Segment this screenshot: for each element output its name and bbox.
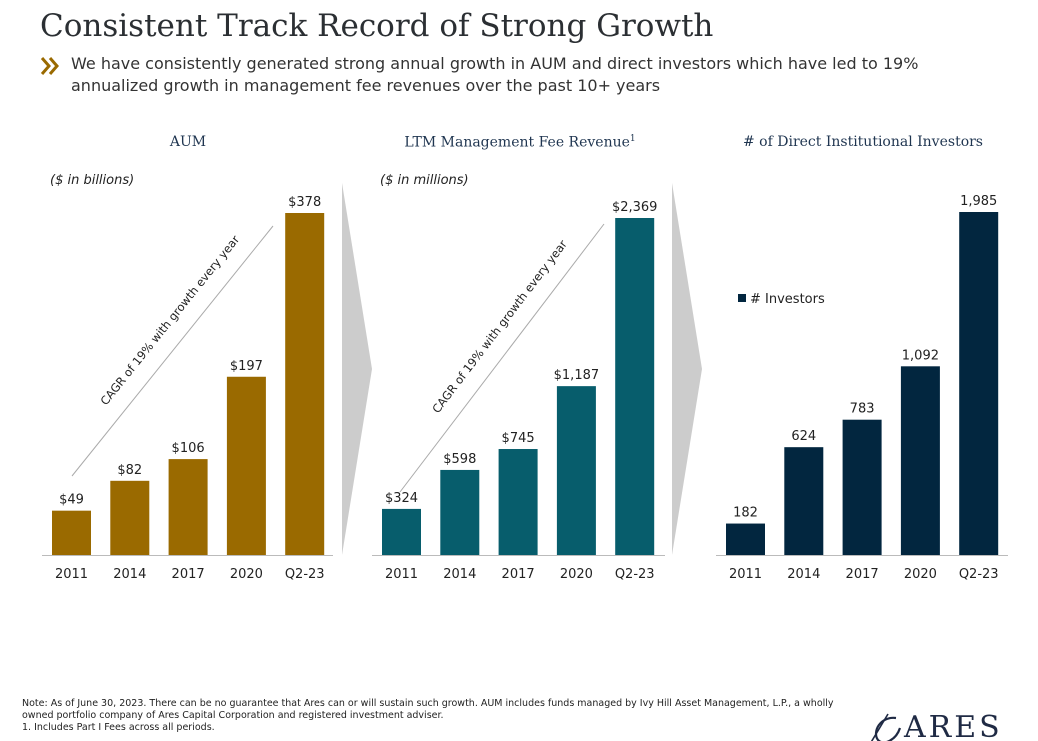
chart1-bar bbox=[285, 213, 325, 555]
chart3-tick-label: 2014 bbox=[787, 567, 820, 582]
chart1-bar bbox=[110, 480, 150, 555]
chart3-data-label: 1,092 bbox=[902, 348, 939, 363]
chart3-data-label: 1,985 bbox=[960, 194, 997, 209]
chart1-tick-label: 2017 bbox=[172, 567, 205, 582]
ares-logo-mark bbox=[870, 713, 902, 741]
fee-panel-title: LTM Management Fee Revenue1 bbox=[380, 134, 660, 151]
chart1-bar bbox=[226, 376, 266, 555]
chart3-data-label: 182 bbox=[733, 506, 758, 521]
chart1-data-label: $82 bbox=[117, 463, 142, 478]
chart3-bar bbox=[726, 523, 765, 555]
chart1-cagr-annotation: CAGR of 19% with growth every year bbox=[97, 232, 242, 408]
chart1-tick-label: 2020 bbox=[230, 567, 263, 582]
chart2-data-label: $2,369 bbox=[612, 200, 658, 215]
chart2-cagr-annotation: CAGR of 19% with growth every year bbox=[429, 237, 570, 416]
chart3-bar bbox=[842, 419, 882, 555]
investors-panel-title: # of Direct Institutional Investors bbox=[743, 134, 983, 150]
chart3-data-label: 783 bbox=[850, 402, 875, 417]
chart3-tick-label: 2011 bbox=[729, 567, 762, 582]
chart1-bar bbox=[168, 459, 208, 555]
fee-units: ($ in millions) bbox=[380, 173, 469, 188]
chart2-bar bbox=[382, 508, 421, 555]
subtitle: We have consistently generated strong an… bbox=[71, 54, 919, 95]
chart2-bar bbox=[498, 449, 538, 555]
chart3-bar bbox=[959, 212, 999, 555]
fee-panel-title-sup: 1 bbox=[629, 134, 636, 144]
chart1-data-label: $197 bbox=[230, 359, 263, 374]
arrow-divider-1 bbox=[342, 183, 372, 555]
chart2-tick-label: 2017 bbox=[502, 567, 535, 582]
chart1-data-label: $49 bbox=[59, 493, 84, 508]
footnote-block: Note: As of June 30, 2023. There can be … bbox=[22, 698, 842, 734]
chart2-data-label: $598 bbox=[443, 452, 476, 467]
chart3-tick-label: Q2-23 bbox=[959, 567, 999, 582]
chart2-tick-label: Q2-23 bbox=[615, 567, 655, 582]
chart2-bar bbox=[615, 218, 655, 555]
chart3-tick-label: 2017 bbox=[846, 567, 879, 582]
chart2-cagr-line bbox=[399, 223, 605, 493]
chart3-bar bbox=[784, 447, 824, 555]
chart2-data-label: $745 bbox=[502, 431, 535, 446]
footnote-1: 1. Includes Part I Fees across all perio… bbox=[22, 722, 215, 733]
investors-legend-swatch bbox=[738, 294, 746, 302]
aum-units: ($ in billions) bbox=[50, 173, 135, 188]
note-text: Note: As of June 30, 2023. There can be … bbox=[22, 698, 834, 721]
chart1-tick-label: Q2-23 bbox=[285, 567, 325, 582]
chart1-bar bbox=[52, 510, 91, 555]
chart2-data-label: $1,187 bbox=[554, 368, 600, 383]
arrow-divider-2 bbox=[672, 183, 702, 555]
fee-panel-title-text: LTM Management Fee Revenue bbox=[404, 134, 630, 151]
chart2-bar bbox=[440, 469, 480, 555]
chart3-bar bbox=[900, 366, 940, 555]
chart1-tick-label: 2011 bbox=[55, 567, 88, 582]
chart2-tick-label: 2011 bbox=[385, 567, 418, 582]
chart1-cagr-line bbox=[71, 225, 274, 477]
chart3-data-label: 624 bbox=[791, 429, 816, 444]
chart1-data-label: $106 bbox=[172, 441, 205, 456]
ares-logo-text: ARES bbox=[904, 710, 1003, 741]
chart2-data-label: $324 bbox=[385, 491, 418, 506]
page-title: Consistent Track Record of Strong Growth bbox=[40, 8, 714, 44]
chart3-tick-label: 2020 bbox=[904, 567, 937, 582]
chart2-tick-label: 2020 bbox=[560, 567, 593, 582]
chart2-bar bbox=[556, 386, 596, 555]
double-chevron-icon bbox=[40, 57, 59, 75]
chart1-data-label: $378 bbox=[288, 195, 321, 210]
chart1-tick-label: 2014 bbox=[113, 567, 146, 582]
chart2-tick-label: 2014 bbox=[443, 567, 476, 582]
investors-legend-label: # Investors bbox=[750, 292, 825, 307]
ares-logo: ARES bbox=[866, 708, 1016, 741]
aum-panel-title: AUM bbox=[169, 134, 207, 150]
